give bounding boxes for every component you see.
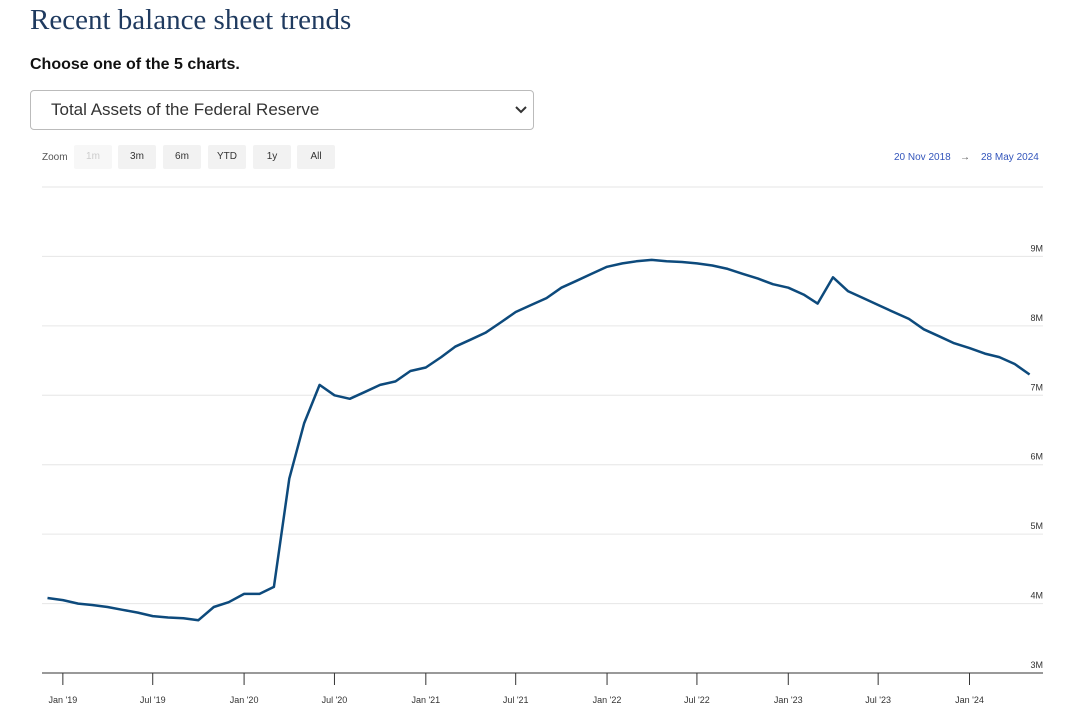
x-tick-label: Jan '21: [411, 695, 440, 705]
y-tick-label: 4M: [1030, 591, 1043, 601]
x-tick-label: Jan '24: [955, 695, 984, 705]
y-tick-label: 6M: [1030, 452, 1043, 462]
x-tick-label: Jul '22: [684, 695, 710, 705]
y-tick-label: 8M: [1030, 313, 1043, 323]
x-tick-label: Jan '19: [48, 695, 77, 705]
page-title: Recent balance sheet trends: [30, 4, 352, 36]
x-tick-label: Jul '23: [865, 695, 891, 705]
x-tick-label: Jan '22: [593, 695, 622, 705]
range-from[interactable]: 20 Nov 2018: [894, 152, 951, 163]
range-to[interactable]: 28 May 2024: [981, 152, 1039, 163]
x-tick-label: Jul '19: [140, 695, 166, 705]
zoom-button[interactable]: 3m: [118, 145, 156, 169]
zoom-button[interactable]: 1y: [253, 145, 291, 169]
y-tick-label: 7M: [1030, 382, 1043, 392]
zoom-button[interactable]: YTD: [208, 145, 246, 169]
series-line: [47, 258, 1031, 622]
chart-selector[interactable]: Total Assets of the Federal Reserve: [30, 90, 534, 130]
zoom-button[interactable]: All: [297, 145, 335, 169]
x-tick-label: Jul '20: [322, 695, 348, 705]
y-tick-label: 5M: [1030, 521, 1043, 531]
range-arrow: →: [960, 152, 970, 163]
zoom-button[interactable]: 6m: [163, 145, 201, 169]
x-tick-label: Jan '20: [230, 695, 259, 705]
zoom-label: Zoom: [42, 152, 68, 163]
dropdown-arrow: [515, 106, 527, 114]
selector-text: Total Assets of the Federal Reserve: [51, 100, 320, 119]
x-tick-label: Jul '21: [503, 695, 529, 705]
zoom-button[interactable]: 1m: [74, 145, 112, 169]
x-tick-label: Jan '23: [774, 695, 803, 705]
y-tick-label: 3M: [1030, 660, 1043, 670]
y-tick-label: 9M: [1030, 243, 1043, 253]
subtitle: Choose one of the 5 charts.: [30, 56, 240, 73]
